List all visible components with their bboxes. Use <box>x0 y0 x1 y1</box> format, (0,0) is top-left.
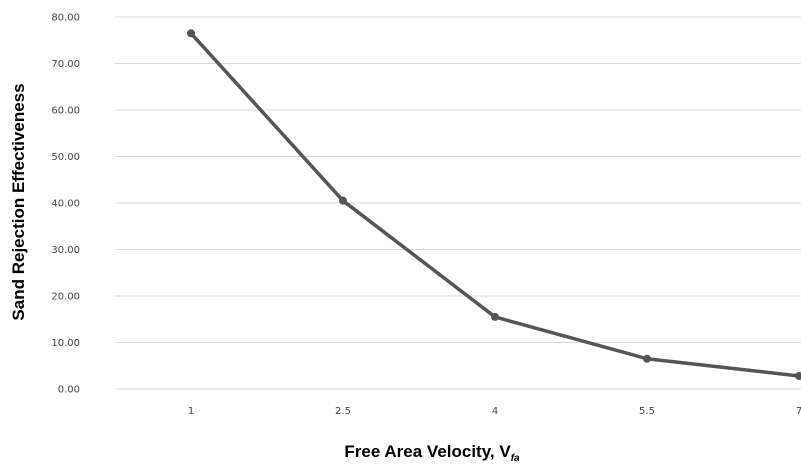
data-point <box>187 29 195 38</box>
x-axis-title: Free Area Velocity, Vfa <box>344 442 520 464</box>
y-tick-label: 20.00 <box>51 292 80 303</box>
x-axis-ticks: 1 2.5 4 5.5 7 <box>188 406 801 417</box>
y-tick-label: 10.00 <box>51 338 80 349</box>
x-tick-label: 2.5 <box>335 406 351 417</box>
data-point <box>795 371 801 380</box>
x-axis-title-main: Free Area Velocity, V <box>344 442 511 461</box>
y-axis-ticks: 0.00 10.00 20.00 30.00 40.00 50.00 60.00 70.00 8… <box>51 13 80 396</box>
x-tick-label: 4 <box>492 406 498 417</box>
y-tick-label: 60.00 <box>51 106 80 117</box>
series <box>187 29 801 380</box>
data-point <box>643 354 651 363</box>
y-tick-label: 70.00 <box>51 59 80 70</box>
data-point <box>339 196 347 205</box>
data-point <box>491 312 499 321</box>
x-tick-label: 5.5 <box>639 406 655 417</box>
y-axis-title: Sand Rejection Effectiveness <box>9 83 28 320</box>
y-tick-label: 0.00 <box>58 385 80 396</box>
gridlines <box>115 16 801 390</box>
series-line <box>189 31 801 378</box>
y-tick-label: 80.00 <box>51 13 80 24</box>
x-tick-label: 1 <box>188 406 194 417</box>
x-axis-title-subscript: fa <box>511 453 520 464</box>
y-tick-label: 40.00 <box>51 199 80 210</box>
x-tick-label: 7 <box>796 406 801 417</box>
y-tick-label: 30.00 <box>51 245 80 256</box>
y-tick-label: 50.00 <box>51 152 80 163</box>
